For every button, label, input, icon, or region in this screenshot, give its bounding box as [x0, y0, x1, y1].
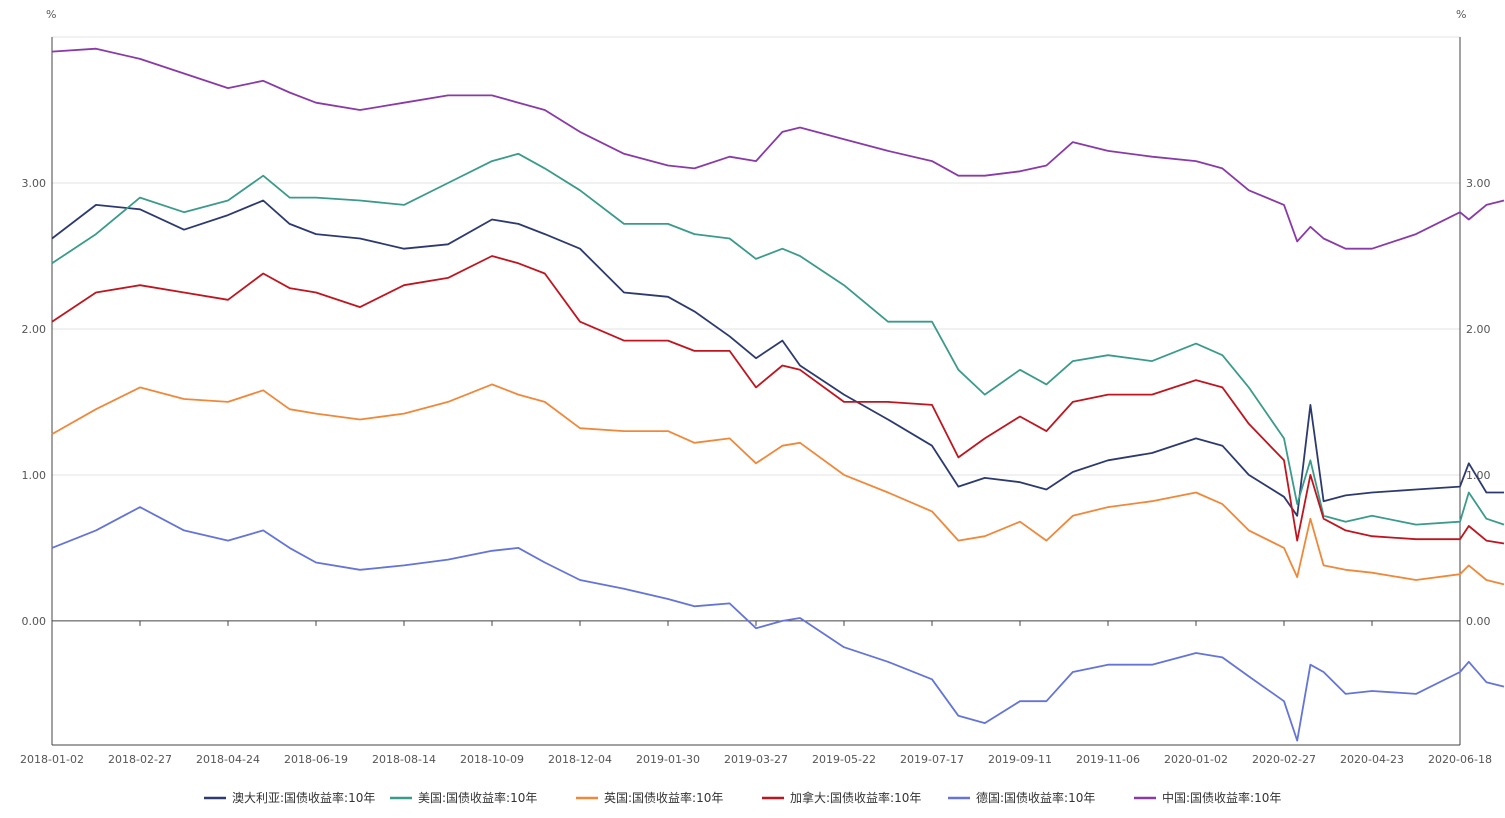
series-line-3 [51, 255, 1505, 545]
left-axis-unit: % [46, 8, 56, 21]
right-axis-unit: % [1456, 8, 1466, 21]
x-tick-label: 2018-02-27 [108, 753, 172, 766]
x-tick-label: 2019-01-30 [636, 753, 700, 766]
legend-label: 美国:国债收益率:10年 [418, 790, 537, 805]
legend-label: 中国:国债收益率:10年 [1162, 790, 1281, 805]
legend-label: 澳大利亚:国债收益率:10年 [232, 790, 375, 805]
legend-label: 加拿大:国债收益率:10年 [790, 790, 921, 805]
legend-label: 德国:国债收益率:10年 [976, 790, 1095, 805]
x-ticks: 2018-01-02 2018-02-27 2018-04-24 2018-06-19… [20, 753, 1492, 766]
axes [51, 37, 1461, 746]
x-tick-label: 2019-05-22 [812, 753, 876, 766]
y-tick-label-right: 2.00 [1466, 323, 1491, 336]
legend-label: 英国:国债收益率:10年 [604, 790, 723, 805]
right-y-ticks: 0.00 1.00 2.00 3.00 [1466, 177, 1491, 628]
x-tick-label: 2020-01-02 [1164, 753, 1228, 766]
legend-item-0[interactable]: 澳大利亚:国债收益率:10年 [204, 790, 375, 805]
series-line-5 [51, 47, 1505, 250]
legend-item-2[interactable]: 英国:国债收益率:10年 [576, 790, 723, 805]
x-tick-label: 2019-07-17 [900, 753, 964, 766]
x-tick-label: 2018-10-09 [460, 753, 524, 766]
gridlines [52, 36, 1460, 476]
y-tick-label-left: 3.00 [22, 177, 47, 190]
series-lines [51, 47, 1505, 742]
x-tick-label: 2018-12-04 [548, 753, 612, 766]
y-tick-label-left: 2.00 [22, 323, 47, 336]
x-tick-label: 2019-09-11 [988, 753, 1052, 766]
x-tick-label: 2018-01-02 [20, 753, 84, 766]
y-tick-label-right: 0.00 [1466, 615, 1491, 628]
legend-item-5[interactable]: 中国:国债收益率:10年 [1134, 790, 1281, 805]
series-line-1 [51, 152, 1505, 526]
series-line-2 [51, 383, 1505, 586]
legend[interactable]: 澳大利亚:国债收益率:10年 美国:国债收益率:10年 英国:国债收益率:10年 加拿… [204, 790, 1281, 805]
x-tick-label: 2018-04-24 [196, 753, 260, 766]
y-tick-label-left: 0.00 [22, 615, 47, 628]
left-y-ticks: 0.00 1.00 2.00 3.00 [22, 177, 47, 628]
series-line-0 [51, 199, 1504, 517]
legend-item-4[interactable]: 德国:国债收益率:10年 [948, 790, 1095, 805]
x-tick-label: 2020-06-18 [1428, 753, 1492, 766]
x-tick-label: 2018-06-19 [284, 753, 348, 766]
legend-item-3[interactable]: 加拿大:国债收益率:10年 [762, 790, 921, 805]
x-tick-label: 2018-08-14 [372, 753, 436, 766]
y-tick-label-left: 1.00 [22, 469, 47, 482]
series-line-4 [51, 506, 1505, 742]
x-tick-label: 2019-03-27 [724, 753, 788, 766]
y-tick-label-right: 3.00 [1466, 177, 1491, 190]
y-tick-label-right: 1.00 [1466, 469, 1491, 482]
x-tick-label: 2019-11-06 [1076, 753, 1140, 766]
legend-item-1[interactable]: 美国:国债收益率:10年 [390, 790, 537, 805]
x-tick-label: 2020-04-23 [1340, 753, 1404, 766]
x-tick-label: 2020-02-27 [1252, 753, 1316, 766]
